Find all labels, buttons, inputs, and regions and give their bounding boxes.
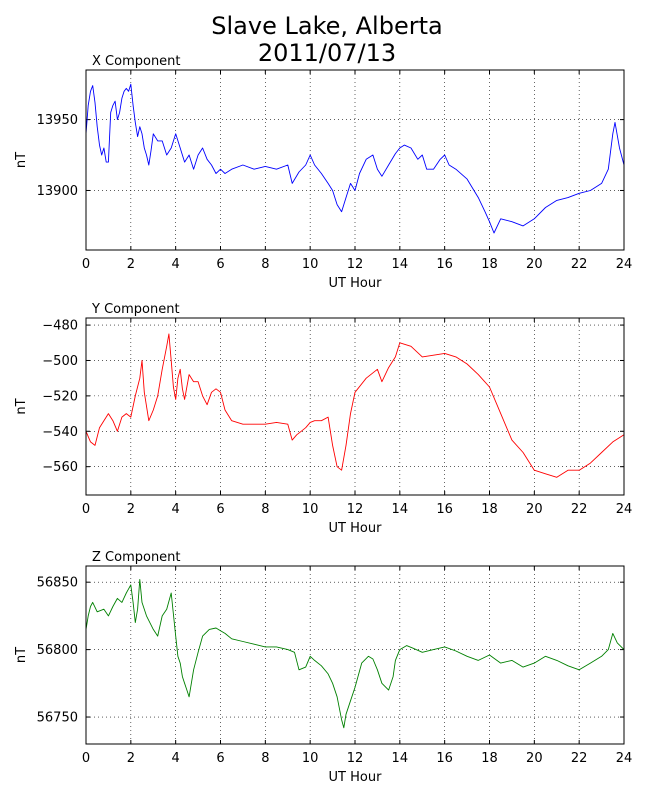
plot-frame-z bbox=[85, 565, 625, 745]
tick-label-x-y: 8 bbox=[261, 502, 269, 517]
series-line-z bbox=[85, 579, 625, 729]
ylabel-z: nT bbox=[14, 647, 29, 663]
tick-label-x-y: 2 bbox=[127, 502, 135, 517]
tick-label-x-y: 0 bbox=[82, 502, 90, 517]
tick-label-x-y: 4 bbox=[172, 502, 180, 517]
tick-label-x-x: 18 bbox=[481, 257, 498, 272]
tick-label-y-x: 13900 bbox=[37, 184, 78, 199]
tick-label-x-x: 24 bbox=[616, 257, 633, 272]
tick-label-x-x: 14 bbox=[392, 257, 409, 272]
tick-label-y-z: 56800 bbox=[37, 643, 78, 658]
tick-label-x-x: 4 bbox=[172, 257, 180, 272]
tick-label-x-x: 6 bbox=[216, 257, 224, 272]
tick-label-x-y: 10 bbox=[302, 502, 319, 517]
tick-label-x-z: 22 bbox=[571, 751, 588, 766]
tick-label-x-y: 22 bbox=[571, 502, 588, 517]
tick-label-y-y: −560 bbox=[42, 460, 78, 475]
tick-label-y-z: 56750 bbox=[37, 711, 78, 726]
xlabel-z: UT Hour bbox=[329, 770, 383, 785]
tick-label-x-x: 22 bbox=[571, 257, 588, 272]
panel-title-x: X Component bbox=[92, 54, 181, 69]
tick-label-x-y: 12 bbox=[347, 502, 364, 517]
figure-title-line2: 2011/07/13 bbox=[258, 39, 396, 67]
plot-frame-x bbox=[85, 69, 625, 251]
tick-label-x-z: 6 bbox=[216, 751, 224, 766]
tick-label-x-x: 12 bbox=[347, 257, 364, 272]
tick-label-y-y: −520 bbox=[42, 389, 78, 404]
tick-label-x-z: 16 bbox=[436, 751, 453, 766]
tick-label-x-x: 16 bbox=[436, 257, 453, 272]
ylabel-y: nT bbox=[14, 398, 29, 414]
tick-label-x-z: 2 bbox=[127, 751, 135, 766]
series-line-x bbox=[85, 83, 625, 234]
tick-label-x-x: 20 bbox=[526, 257, 543, 272]
figure-title-line1: Slave Lake, Alberta bbox=[211, 12, 442, 40]
tick-label-x-x: 8 bbox=[261, 257, 269, 272]
series-line-y bbox=[85, 333, 625, 478]
tick-label-x-z: 12 bbox=[347, 751, 364, 766]
tick-label-x-z: 18 bbox=[481, 751, 498, 766]
tick-label-y-y: −480 bbox=[42, 319, 78, 334]
plot-frame-y bbox=[85, 317, 625, 496]
tick-label-x-z: 8 bbox=[261, 751, 269, 766]
tick-label-x-z: 10 bbox=[302, 751, 319, 766]
tick-label-y-x: 13950 bbox=[37, 113, 78, 128]
ylabel-x: nT bbox=[14, 152, 29, 168]
tick-label-y-z: 56850 bbox=[37, 576, 78, 591]
tick-label-x-z: 0 bbox=[82, 751, 90, 766]
tick-label-x-x: 2 bbox=[127, 257, 135, 272]
xlabel-x: UT Hour bbox=[329, 276, 383, 291]
tick-label-x-x: 10 bbox=[302, 257, 319, 272]
tick-label-x-y: 6 bbox=[216, 502, 224, 517]
tick-label-y-y: −500 bbox=[42, 354, 78, 369]
xlabel-y: UT Hour bbox=[329, 521, 383, 536]
panel-title-y: Y Component bbox=[91, 302, 180, 317]
tick-label-x-y: 18 bbox=[481, 502, 498, 517]
tick-label-x-z: 14 bbox=[392, 751, 409, 766]
tick-label-x-z: 20 bbox=[526, 751, 543, 766]
tick-label-x-z: 4 bbox=[172, 751, 180, 766]
tick-label-x-y: 16 bbox=[436, 502, 453, 517]
tick-label-y-y: −540 bbox=[42, 425, 78, 440]
panel-title-z: Z Component bbox=[92, 550, 181, 565]
tick-label-x-y: 14 bbox=[392, 502, 409, 517]
tick-label-x-y: 24 bbox=[616, 502, 633, 517]
tick-label-x-y: 20 bbox=[526, 502, 543, 517]
tick-label-x-x: 0 bbox=[82, 257, 90, 272]
tick-label-x-z: 24 bbox=[616, 751, 633, 766]
